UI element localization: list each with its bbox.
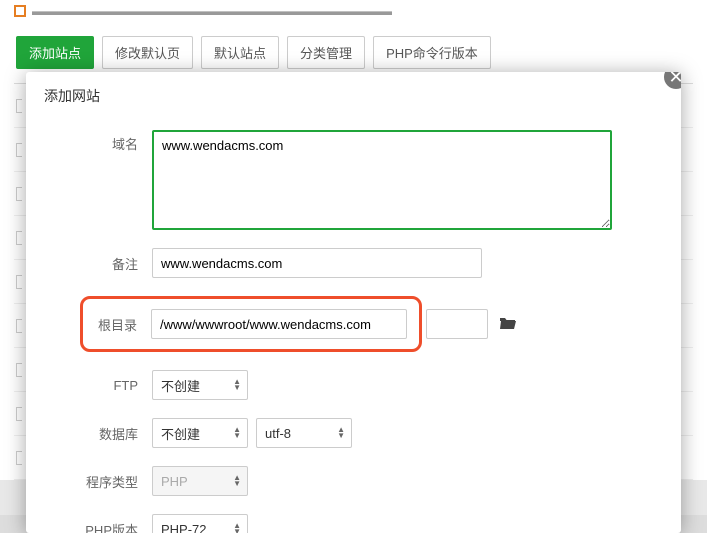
add-site-button[interactable]: 添加站点 [16,36,94,69]
note-icon [14,5,26,17]
ftp-select[interactable]: 不创建 ▲▼ [152,370,248,400]
root-dir-extra[interactable] [426,309,488,339]
default-site-button[interactable]: 默认站点 [201,36,279,69]
charset-select[interactable]: utf-8 ▲▼ [256,418,352,448]
database-label: 数据库 [44,424,152,443]
category-mgmt-button[interactable]: 分类管理 [287,36,365,69]
root-dir-input[interactable] [151,309,407,339]
remark-label: 备注 [44,254,152,273]
php-cli-version-button[interactable]: PHP命令行版本 [373,36,491,69]
domain-input[interactable]: www.wendacms.com [152,130,612,230]
database-select[interactable]: 不创建 ▲▼ [152,418,248,448]
ftp-label: FTP [44,378,152,393]
modify-default-button[interactable]: 修改默认页 [102,36,193,69]
program-type-select[interactable]: PHP ▲▼ [152,466,248,496]
folder-icon[interactable] [500,316,516,332]
add-site-modal: ✕ 添加网站 域名 www.wendacms.com 备注 x 根目录 [26,72,681,533]
program-type-label: 程序类型 [44,472,152,491]
root-dir-label: 根目录 [93,315,151,334]
remark-input[interactable] [152,248,482,278]
php-version-select[interactable]: PHP-72 ▲▼ [152,514,248,533]
note-bar: ▬▬▬▬▬▬▬▬▬▬▬▬▬▬▬▬▬▬▬▬▬▬▬▬▬▬▬▬▬▬ [14,0,693,28]
root-dir-highlight: 根目录 [80,296,422,352]
php-version-label: PHP版本 [44,520,152,533]
domain-label: 域名 [44,130,152,153]
modal-title: 添加网站 [26,72,681,120]
